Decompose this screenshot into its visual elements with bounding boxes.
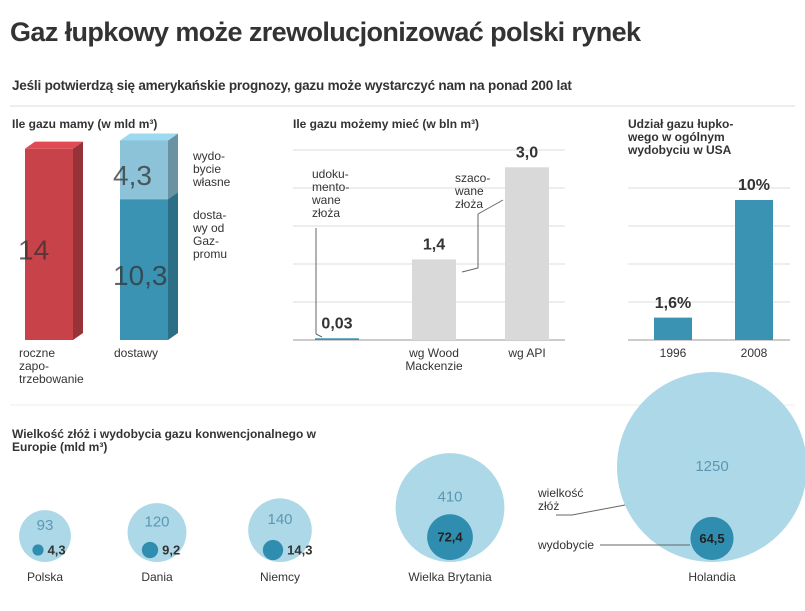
bubble bbox=[141, 541, 159, 559]
annotation: szaco-wane złoża bbox=[455, 171, 491, 211]
segment-label: dosta-wy od Gaz-promu bbox=[193, 208, 228, 262]
value-label: 14 bbox=[18, 235, 49, 266]
value-label: 10% bbox=[738, 177, 770, 194]
segment-label: wydo-bycie własne bbox=[193, 149, 231, 190]
page-subtitle: Jeśli potwierdzą się amerykańskie progno… bbox=[12, 78, 572, 93]
bubble bbox=[127, 503, 187, 562]
bar-side bbox=[73, 141, 83, 340]
bubble-label: 14,3 bbox=[287, 542, 312, 557]
bar-segment bbox=[25, 148, 73, 340]
value-label: 1,6% bbox=[655, 295, 691, 312]
bubble-label: 140 bbox=[267, 511, 292, 528]
bar-top bbox=[25, 141, 83, 149]
x-tick-label: Polska bbox=[26, 570, 64, 584]
bubble-label: 72,4 bbox=[437, 530, 463, 545]
bar bbox=[315, 338, 359, 340]
bubble-label: 64,5 bbox=[699, 531, 724, 546]
bar bbox=[505, 167, 549, 340]
value-label: 3,0 bbox=[516, 144, 538, 161]
bar bbox=[735, 200, 773, 340]
bubble bbox=[690, 516, 734, 561]
bubble-label: 120 bbox=[144, 514, 169, 531]
leader bbox=[461, 214, 479, 273]
bubble bbox=[32, 544, 44, 556]
legend-label: wielkość złóż bbox=[538, 486, 584, 513]
bubble bbox=[262, 539, 284, 561]
bubble-label: 9,2 bbox=[162, 542, 180, 557]
legend-label: wydobycie bbox=[538, 538, 595, 552]
leader bbox=[477, 199, 504, 215]
x-tick-label: wg API bbox=[508, 346, 546, 360]
bar-segment bbox=[120, 199, 168, 340]
bar bbox=[654, 317, 692, 340]
panel-title: Ile gazu mamy (w mld m³) bbox=[12, 117, 158, 131]
x-tick-label: Wielka Brytania bbox=[408, 570, 492, 584]
x-tick-label: dostawy bbox=[114, 346, 159, 360]
x-tick-label: 1996 bbox=[659, 346, 687, 360]
annotation: udoku-mento-wane złoża bbox=[312, 167, 350, 220]
panel-title: Udział gazu łupko-wego w ogólnym wydobyc… bbox=[628, 117, 734, 157]
panel-title: Wielkość złóż i wydobycia gazu konwencjo… bbox=[12, 427, 316, 454]
x-tick-label: roczne zapo-trzebowanie bbox=[19, 346, 84, 386]
x-tick-label: Holandia bbox=[688, 570, 736, 584]
panel-title: Ile gazu możemy mieć (w bln m³) bbox=[293, 117, 480, 131]
bar-segment bbox=[120, 140, 168, 200]
bubble-label: 410 bbox=[437, 489, 462, 506]
bubble-label: 4,3 bbox=[48, 542, 66, 557]
bubble bbox=[19, 510, 71, 562]
value-label: 4,3 bbox=[113, 160, 152, 191]
bar bbox=[412, 259, 456, 340]
bubble-label: 1250 bbox=[695, 458, 728, 475]
x-tick-label: Dania bbox=[141, 570, 173, 584]
bar-top bbox=[120, 133, 178, 141]
leader bbox=[315, 333, 323, 338]
bar-side bbox=[168, 133, 178, 200]
page-title: Gaz łupkowy może zrewolucjonizować polsk… bbox=[10, 17, 641, 47]
value-label: 0,03 bbox=[321, 315, 352, 332]
bubble bbox=[395, 453, 505, 562]
bar-side bbox=[168, 192, 178, 340]
bubble-label: 93 bbox=[37, 517, 54, 534]
leader bbox=[556, 504, 626, 516]
value-label: 1,4 bbox=[423, 237, 445, 254]
x-tick-label: wg Wood Mackenzie bbox=[405, 346, 463, 373]
bubble bbox=[427, 514, 473, 561]
x-tick-label: Niemcy bbox=[259, 570, 300, 584]
x-tick-label: 2008 bbox=[740, 346, 768, 360]
bubble bbox=[617, 372, 805, 562]
value-label: 10,3 bbox=[113, 260, 168, 291]
